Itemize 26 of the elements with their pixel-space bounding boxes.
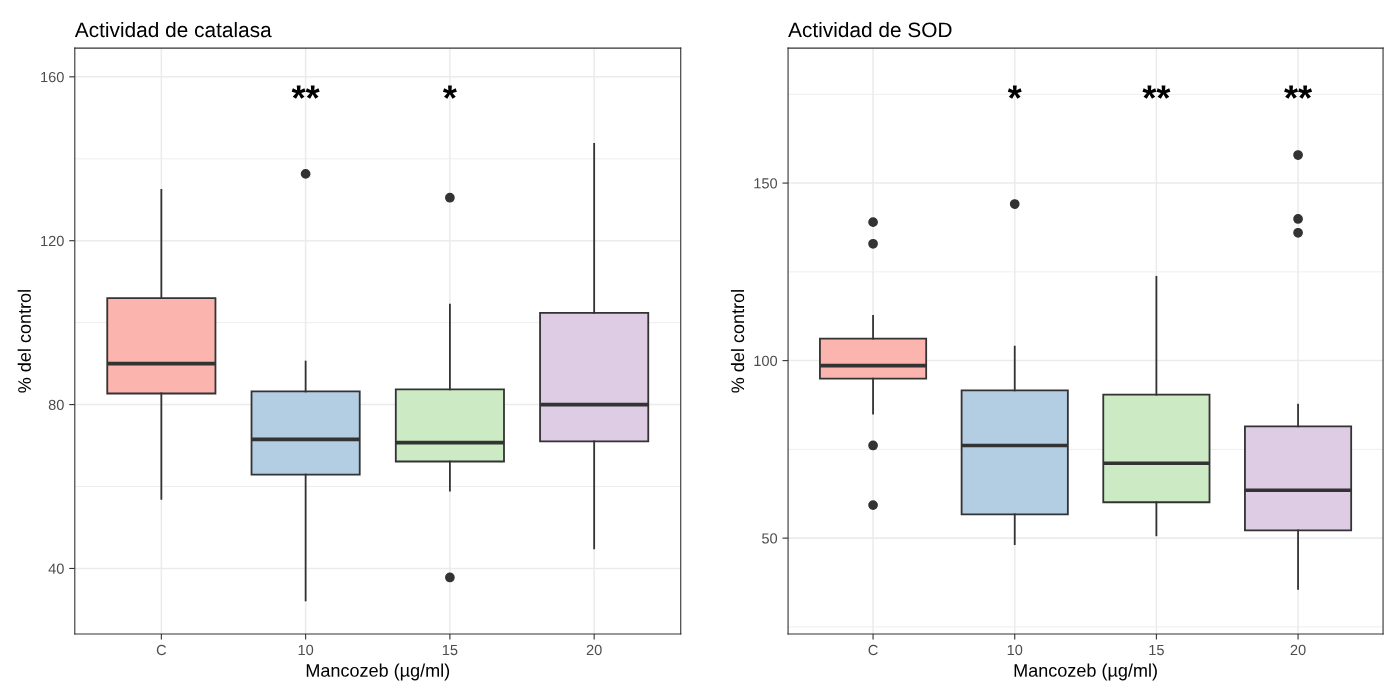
- y-tick-label: 150: [754, 178, 778, 189]
- annotation: *: [442, 85, 457, 99]
- x-tick-label: 10: [298, 644, 314, 656]
- y-axis-title: % del control: [17, 290, 31, 393]
- x-tick-label: 15: [1149, 644, 1164, 656]
- annotation: **: [1284, 85, 1313, 99]
- y-tick-label: 40: [48, 563, 64, 574]
- y-tick-label: 160: [41, 71, 64, 83]
- annotation: *: [1007, 85, 1022, 99]
- y-tick-label: 50: [762, 533, 778, 544]
- y-axis-title: % del control: [730, 290, 745, 393]
- chart-title: Actividad de SOD: [788, 21, 952, 38]
- y-tick-label: 80: [48, 399, 64, 411]
- annotation: **: [291, 85, 320, 99]
- y-tick-label: 120: [41, 235, 64, 247]
- x-tick-label: C: [868, 644, 878, 656]
- x-axis-title: Mancozeb (µg/ml): [306, 663, 450, 681]
- x-axis-title: Mancozeb (µg/ml): [1014, 663, 1157, 681]
- x-tick-label: 10: [1007, 644, 1023, 656]
- y-tick-label: 100: [754, 355, 778, 367]
- annotation: **: [1142, 85, 1171, 99]
- x-tick-label: 20: [586, 644, 602, 656]
- x-tick-label: 15: [442, 644, 458, 656]
- chart-title: Actividad de catalasa: [74, 21, 272, 38]
- x-tick-label: 20: [1290, 644, 1306, 656]
- x-tick-label: C: [156, 644, 167, 656]
